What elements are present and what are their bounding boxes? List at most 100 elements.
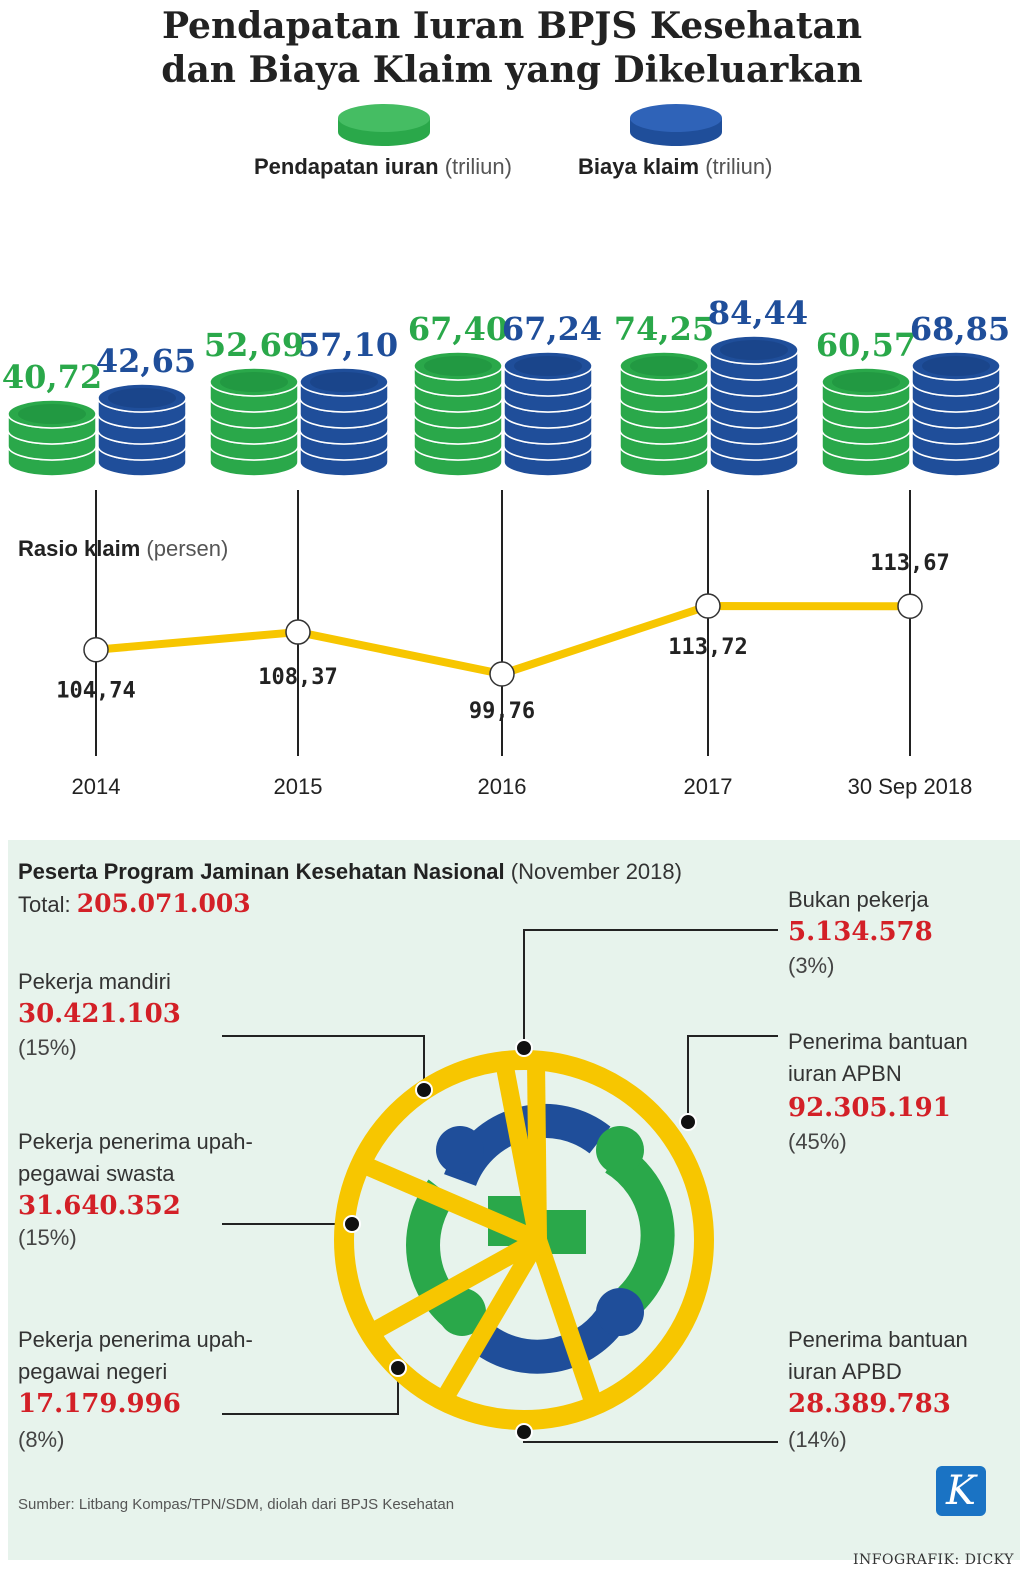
ratio-value-label-3: 113,72 — [668, 635, 747, 660]
year-tick-label-1: 2015 — [274, 774, 323, 799]
year-tick-label-4: 30 Sep 2018 — [848, 774, 973, 799]
income-bar-4-top — [821, 367, 911, 397]
ratio-value-label-2: 99,76 — [469, 699, 535, 724]
claim-value-label-1: 57,10 — [298, 326, 398, 364]
segment-label-apbn-2: iuran APBN — [788, 1061, 902, 1086]
participants-total: Total: 205.071.003 — [18, 888, 251, 921]
segment-pct-apbn: (45%) — [788, 1129, 847, 1154]
ratio-value-label-0: 104,74 — [56, 679, 135, 704]
segment-label-apbd-1: Penerima bantuan — [788, 1327, 968, 1352]
income-bar-4-top-shade — [832, 372, 900, 392]
income-bar-1-top-shade — [220, 372, 288, 392]
ratio-point-2 — [489, 661, 515, 687]
segment-label-negeri-1: Pekerja penerima upah- — [18, 1327, 253, 1352]
segment-label-swasta-1: Pekerja penerima upah- — [18, 1129, 253, 1154]
claim-value-label-0: 42,65 — [96, 342, 196, 380]
segment-pct-bukan-pekerja: (3%) — [788, 953, 835, 978]
ratio-point-0 — [83, 636, 109, 663]
anchor-dot-bukan-pekerja — [515, 1039, 533, 1057]
kompas-logo: K — [936, 1466, 986, 1516]
legend-claim-label: Biaya klaim — [578, 154, 700, 179]
legend-claim: Biaya klaim (triliun) — [578, 154, 772, 180]
page-title-line1: Pendapatan Iuran BPJS Kesehatan — [161, 5, 863, 47]
leader-line-bukan-pekerja — [523, 929, 778, 1048]
year-tick-label-3: 2017 — [684, 774, 733, 799]
claim-value-label-3: 84,44 — [708, 294, 808, 332]
pie-ring — [334, 1050, 714, 1430]
income-bar-3-top — [619, 351, 709, 381]
segment-pct-negeri: (8%) — [18, 1427, 65, 1452]
segment-value-negeri: 17.179.996 — [18, 1389, 181, 1419]
segment-pct-swasta: (15%) — [18, 1225, 77, 1250]
leader-line-negeri — [222, 1368, 399, 1415]
segment-label-apbn-1: Penerima bantuan — [788, 1029, 968, 1054]
income-value-label-0: 40,72 — [2, 358, 102, 396]
claim-value-label-2: 67,24 — [502, 310, 602, 348]
participants-heading: Peserta Program Jaminan Kesehatan Nasion… — [18, 856, 682, 888]
segment-value-mandiri: 30.421.103 — [18, 999, 181, 1029]
claim-bar-4-top — [911, 351, 1001, 381]
anchor-dot-swasta — [343, 1215, 361, 1233]
claim-bar-0-top — [97, 383, 187, 413]
claim-bar-1-top-shade — [310, 372, 378, 392]
source-note: Sumber: Litbang Kompas/TPN/SDM, diolah d… — [18, 1496, 455, 1513]
income-bar-3-top-shade — [630, 356, 698, 376]
infographic-credit: INFOGRAFIK: DICKY — [853, 1552, 1014, 1568]
income-bar-2-top — [413, 351, 503, 381]
income-value-label-3: 74,25 — [614, 310, 714, 348]
page-title-line2: dan Biaya Klaim yang Dikeluarkan — [161, 49, 863, 91]
claim-bar-3-top-shade — [720, 340, 788, 360]
legend-income: Pendapatan iuran (triliun) — [254, 154, 512, 180]
segment-value-bukan-pekerja: 5.134.578 — [788, 917, 933, 947]
leader-line-apbn — [687, 1035, 778, 1122]
ratio-title: Rasio klaim (persen) — [18, 536, 228, 561]
legend-claim-unit: (triliun) — [705, 154, 773, 179]
ratio-value-label-1: 108,37 — [258, 665, 337, 690]
income-bar-2-top-shade — [424, 356, 492, 376]
income-bar-0-top — [7, 399, 97, 429]
claim-bar-0-top-shade — [108, 388, 176, 408]
year-tick-label-2: 2016 — [478, 774, 527, 799]
anchor-dot-apbd — [515, 1423, 533, 1441]
anchor-dot-negeri — [389, 1359, 407, 1377]
legend-income-coin-top — [338, 104, 430, 132]
segment-label-apbd-2: iuran APBD — [788, 1359, 902, 1384]
year-tick-label-0: 2014 — [72, 774, 121, 799]
participants-period: (November 2018) — [510, 859, 682, 884]
ratio-point-1 — [285, 619, 311, 645]
income-bar-0-top-shade — [18, 404, 86, 424]
income-value-label-4: 60,57 — [816, 326, 916, 364]
claim-bar-2-top-shade — [514, 356, 582, 376]
pie-spokes — [358, 1059, 605, 1413]
claim-bar-3-top — [709, 335, 799, 365]
segment-label-negeri-2: pegawai negeri — [18, 1359, 168, 1384]
legend-income-label: Pendapatan iuran — [254, 154, 439, 179]
segment-value-swasta: 31.640.352 — [18, 1191, 181, 1221]
total-label: Total: — [18, 892, 71, 917]
segment-value-apbd: 28.389.783 — [788, 1389, 951, 1419]
income-value-label-2: 67,40 — [408, 310, 508, 348]
claim-bar-1-top — [299, 367, 389, 397]
claim-bar-2-top — [503, 351, 593, 381]
leader-line-mandiri — [222, 1035, 425, 1090]
segment-label-bukan-pekerja: Bukan pekerja — [788, 887, 929, 912]
ratio-value-label-4: 113,67 — [870, 551, 949, 576]
segment-pct-mandiri: (15%) — [18, 1035, 77, 1060]
jkn-logo-icon — [406, 1103, 675, 1374]
legend-income-unit: (triliun) — [444, 154, 512, 179]
anchor-dot-mandiri — [415, 1081, 433, 1099]
claim-bar-4-top-shade — [922, 356, 990, 376]
leader-line-apbd — [523, 1432, 778, 1443]
segment-label-mandiri: Pekerja mandiri — [18, 969, 171, 994]
legend-claim-coin-top — [630, 104, 722, 132]
anchor-dot-apbn — [679, 1113, 697, 1131]
ratio-point-4 — [897, 593, 923, 619]
segment-pct-apbd: (14%) — [788, 1427, 847, 1452]
claim-value-label-4: 68,85 — [910, 310, 1010, 348]
total-value: 205.071.003 — [76, 889, 251, 918]
segment-label-swasta-2: pegawai swasta — [18, 1161, 175, 1186]
participants-title: Peserta Program Jaminan Kesehatan Nasion… — [18, 859, 505, 884]
income-value-label-1: 52,69 — [204, 326, 304, 364]
